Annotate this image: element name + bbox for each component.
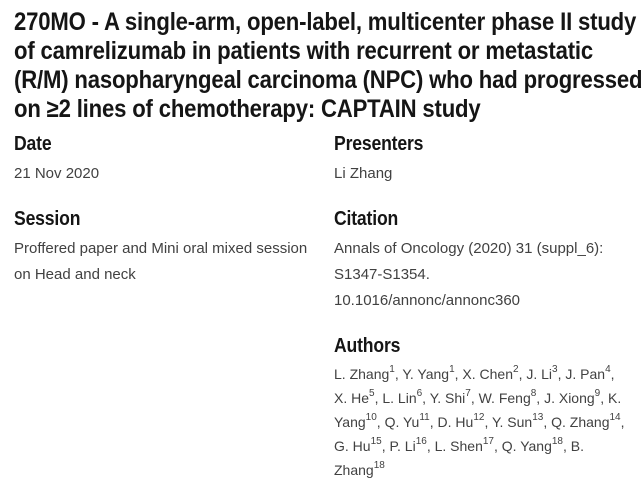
page-title-line: of camrelizumab in patients with recurre…	[14, 37, 594, 65]
author-affiliation-number: 3	[552, 364, 558, 376]
author-name: P. Li16	[389, 436, 427, 454]
author-name: L. Lin6	[382, 388, 423, 406]
author-affiliation-number: 2	[513, 364, 519, 376]
author-affiliation-number: 16	[415, 436, 427, 448]
left-column: Date 21 Nov 2020 Session Proffered paper…	[14, 134, 334, 482]
author-affiliation-number: 7	[465, 388, 471, 400]
author-affiliation-number: 18	[551, 436, 563, 448]
author-affiliation-number: 8	[530, 388, 537, 400]
authors-section: Authors L. Zhang1, Y. Yang1, X. Chen2, J…	[334, 336, 628, 482]
author-affiliation-number: 5	[369, 388, 375, 400]
author-name: X. Chen2	[462, 364, 519, 382]
author-affiliation-number: 10	[365, 412, 377, 424]
citation-value: Annals of Oncology (2020) 31 (suppl_6): …	[334, 240, 604, 309]
author-affiliation-number: 11	[419, 412, 430, 424]
author-name: G. Hu15	[334, 436, 382, 454]
page-title-line: 270MO - A single-arm, open-label, multic…	[14, 8, 637, 36]
date-section: Date 21 Nov 2020	[14, 134, 334, 187]
citation-section: Citation Annals of Oncology (2020) 31 (s…	[334, 209, 628, 314]
author-affiliation-number: 9	[594, 388, 601, 400]
author-affiliation-number: 18	[373, 460, 385, 472]
session-heading: Session	[14, 208, 81, 230]
page-title-line: on ≥2 lines of chemotherapy: CAPTAIN stu…	[14, 95, 481, 123]
author-name: Y. Sun13	[491, 412, 544, 430]
author-affiliation-number: 12	[473, 412, 485, 424]
author-affiliation-number: 1	[449, 364, 455, 376]
author-name: K. Yang10	[334, 390, 622, 430]
author-name: Q. Zhang14	[551, 412, 621, 430]
right-column: Presenters Li Zhang Citation Annals of O…	[334, 134, 628, 482]
author-name: W. Feng8	[478, 388, 537, 406]
session-value: Proffered paper and Mini oral mixed sess…	[14, 240, 308, 283]
session-section: Session Proffered paper and Mini oral mi…	[14, 209, 334, 288]
date-heading: Date	[14, 133, 52, 155]
author-name: Y. Shi7	[429, 388, 471, 406]
author-affiliation-number: 6	[416, 388, 423, 400]
authors-heading: Authors	[334, 335, 401, 357]
presenters-heading: Presenters	[334, 133, 424, 155]
author-name: J. Xiong9	[544, 388, 601, 406]
presenters-value: Li Zhang	[334, 165, 393, 182]
author-affiliation-number: 17	[482, 436, 494, 448]
author-name: J. Pan4	[565, 364, 611, 382]
author-name: Y. Yang1	[402, 364, 455, 382]
detail-columns: Date 21 Nov 2020 Session Proffered paper…	[14, 134, 628, 482]
date-value: 21 Nov 2020	[14, 165, 100, 182]
author-name: L. Shen17	[434, 436, 494, 454]
author-affiliation-number: 1	[389, 364, 395, 376]
author-affiliation-number: 14	[609, 412, 621, 424]
citation-heading: Citation	[334, 208, 399, 230]
author-name: Q. Yu11	[384, 412, 430, 430]
author-affiliation-number: 4	[605, 364, 611, 376]
abstract-detail-page: 270MO - A single-arm, open-label, multic…	[14, 8, 642, 478]
author-name: X. He5	[334, 388, 375, 406]
author-name: Q. Yang18	[501, 436, 563, 454]
author-name: L. Zhang1	[334, 364, 395, 382]
author-name: J. Li3	[526, 364, 558, 382]
author-affiliation-number: 13	[532, 412, 544, 424]
authors-list: L. Zhang1, Y. Yang1, X. Chen2, J. Li3, J…	[334, 364, 625, 478]
author-affiliation-number: 15	[370, 436, 382, 448]
page-title-line: (R/M) nasopharyngeal carcinoma (NPC) who…	[14, 66, 642, 94]
author-name: D. Hu12	[437, 412, 485, 430]
page-title: 270MO - A single-arm, open-label, multic…	[14, 8, 642, 124]
presenters-section: Presenters Li Zhang	[334, 134, 628, 187]
